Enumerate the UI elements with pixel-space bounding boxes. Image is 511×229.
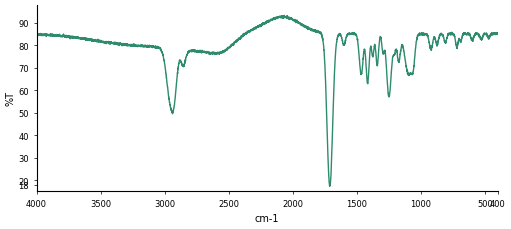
Y-axis label: %T: %T [6, 91, 15, 106]
X-axis label: cm-1: cm-1 [255, 213, 280, 224]
